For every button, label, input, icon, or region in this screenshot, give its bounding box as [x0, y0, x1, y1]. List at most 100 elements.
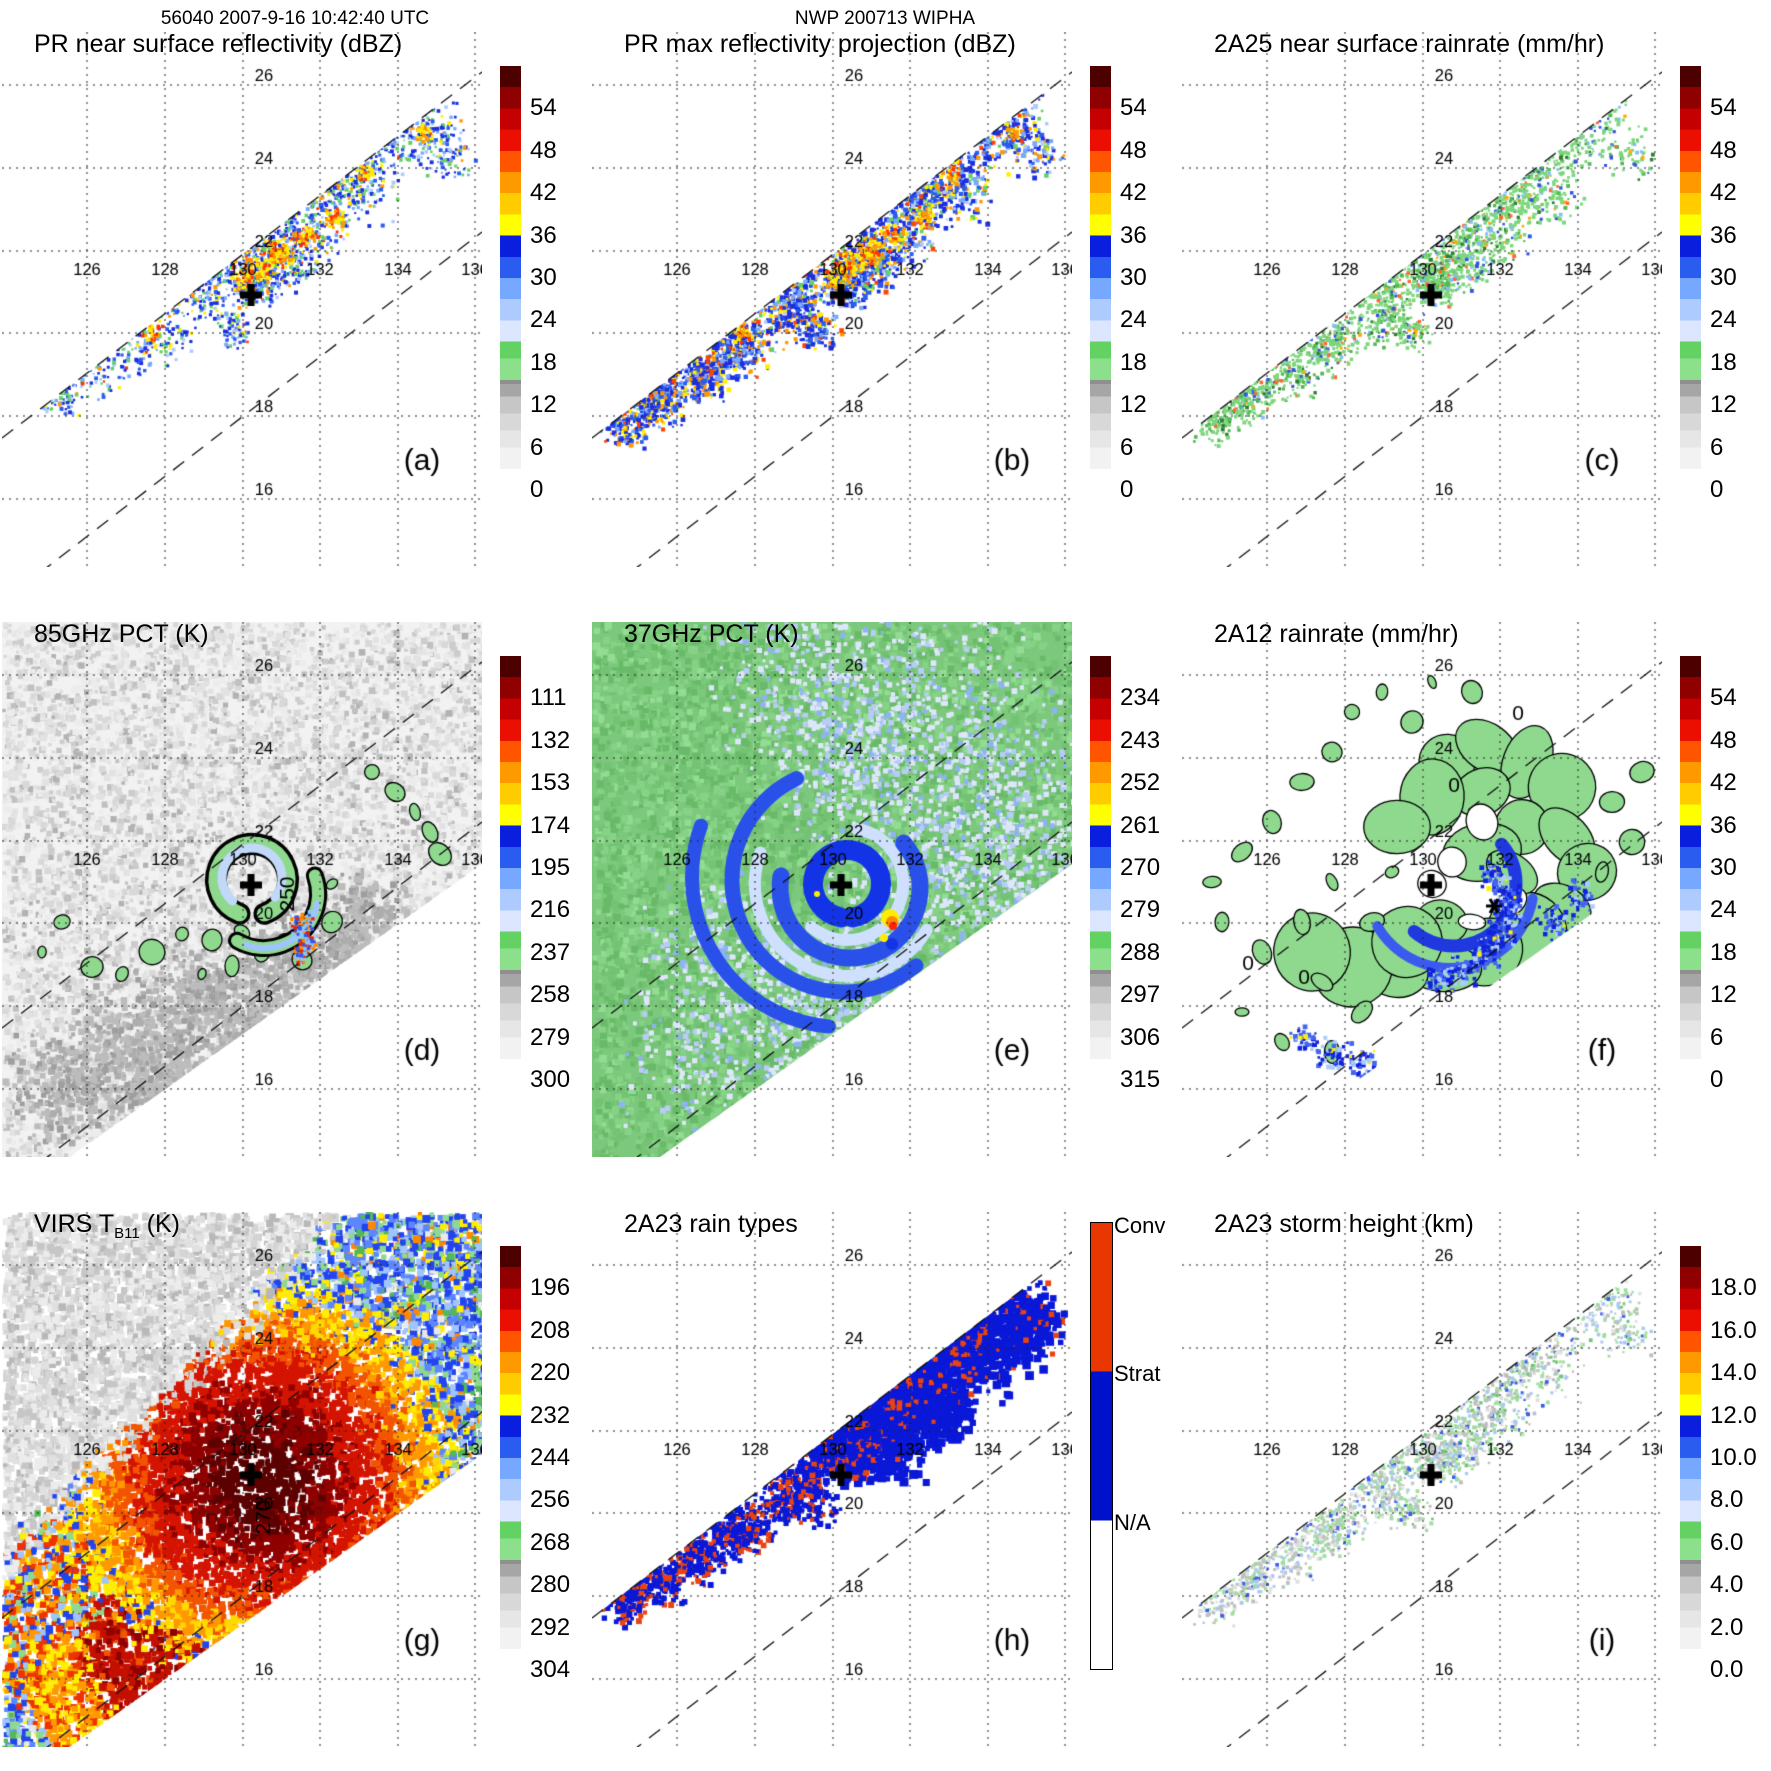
colorbar-tick-f-4: 24	[1710, 896, 1737, 924]
colorbar-tick-f-8: 48	[1710, 726, 1737, 754]
colorbar-tick-i-9: 18.0	[1710, 1274, 1757, 1302]
colorbar-e	[1090, 656, 1111, 1080]
colorbar-tick-d-2: 258	[530, 981, 571, 1009]
colorbar-d	[500, 656, 521, 1080]
colorbar-tick-a-7: 42	[530, 179, 557, 207]
colorbar-tick-e-5: 270	[1120, 854, 1161, 881]
panel-title-d: 85GHz PCT (K)	[34, 620, 209, 648]
panel-h: 2A23 rain types N/A Strat Conv	[590, 1180, 1180, 1770]
panel-c: 2A25 near surface rainrate (mm/hr) 0 6 12 18…	[1180, 0, 1770, 590]
map-canvas-e	[592, 622, 1072, 1157]
colorbar-tick-i-6: 12.0	[1710, 1401, 1757, 1429]
map-canvas-c	[1182, 32, 1662, 567]
colorbar-tick-d-5: 195	[530, 854, 571, 881]
colorbar-tick-e-0: 315	[1120, 1066, 1161, 1093]
map-canvas-b	[592, 32, 1072, 567]
panel-g: VIRS TB11 (K) 304 292 280 268 256 244 232 220 208…	[0, 1180, 590, 1770]
colorbar-tick-d-1: 279	[530, 1023, 571, 1051]
map-canvas-f	[1182, 622, 1662, 1157]
colorbar-tick-i-5: 10.0	[1710, 1444, 1757, 1471]
colorbar-tick-i-1: 2.0	[1710, 1613, 1744, 1641]
colorbar-tick-b-4: 24	[1120, 306, 1147, 334]
colorbar-tick-b-0: 0	[1120, 476, 1134, 503]
colorbar-i	[1680, 1246, 1701, 1670]
colorbar-tick-f-1: 6	[1710, 1023, 1724, 1051]
colorbar-tick-d-7: 153	[530, 769, 571, 797]
colorbar-tick-e-4: 279	[1120, 896, 1161, 924]
map-canvas-h	[592, 1212, 1072, 1747]
colorbar-b	[1090, 66, 1111, 490]
colorbar-tick-a-5: 30	[530, 264, 557, 291]
colorbar-tick-b-1: 6	[1120, 433, 1134, 461]
map-canvas-d	[2, 622, 482, 1157]
panel-title-g: VIRS TB11 (K)	[34, 1210, 180, 1242]
colorbar-tick-g-6: 232	[530, 1401, 571, 1429]
colorbar-label-h-Strat: Strat	[1114, 1361, 1161, 1386]
panel-title-e: 37GHz PCT (K)	[624, 620, 799, 648]
colorbar-tick-c-3: 18	[1710, 348, 1737, 376]
panel-b: PR max reflectivity projection (dBZ) 0 6 12…	[590, 0, 1180, 590]
colorbar-tick-b-7: 42	[1120, 179, 1147, 207]
colorbar-h	[1090, 1222, 1113, 1670]
colorbar-tick-d-0: 300	[530, 1066, 571, 1093]
colorbar-tick-g-9: 196	[530, 1274, 571, 1302]
colorbar-tick-i-7: 14.0	[1710, 1359, 1757, 1387]
colorbar-tick-g-0: 304	[530, 1656, 571, 1683]
colorbar-tick-c-6: 36	[1710, 221, 1737, 249]
colorbar-tick-g-1: 292	[530, 1613, 571, 1641]
colorbar-tick-g-4: 256	[530, 1486, 571, 1514]
colorbar-tick-i-4: 8.0	[1710, 1486, 1744, 1514]
colorbar-tick-d-8: 132	[530, 726, 571, 754]
colorbar-tick-d-4: 216	[530, 896, 571, 924]
panel-e: 37GHz PCT (K) 315 306 297 288 279 270 261 252 243…	[590, 590, 1180, 1180]
colorbar-tick-f-5: 30	[1710, 854, 1737, 881]
colorbar-tick-i-0: 0.0	[1710, 1656, 1744, 1683]
colorbar-tick-a-1: 6	[530, 433, 544, 461]
panel-title-f: 2A12 rainrate (mm/hr)	[1214, 620, 1459, 648]
colorbar-tick-g-5: 244	[530, 1444, 571, 1471]
colorbar-tick-a-8: 48	[530, 136, 557, 164]
colorbar-tick-e-3: 288	[1120, 938, 1161, 966]
colorbar-c	[1680, 66, 1701, 490]
colorbar-tick-f-7: 42	[1710, 769, 1737, 797]
colorbar-tick-c-1: 6	[1710, 433, 1724, 461]
map-canvas-g	[2, 1212, 482, 1747]
header-center: NWP 200713 WIPHA	[794, 8, 976, 29]
colorbar-tick-i-8: 16.0	[1710, 1316, 1757, 1344]
colorbar-g	[500, 1246, 521, 1670]
panel-i: 2A23 storm height (km) 0.0 2.0 4.0 6.0 8.0 10.…	[1180, 1180, 1770, 1770]
colorbar-tick-f-3: 18	[1710, 938, 1737, 966]
colorbar-label-h-NA: N/A	[1114, 1510, 1151, 1535]
colorbar-tick-b-2: 12	[1120, 391, 1147, 419]
colorbar-tick-c-2: 12	[1710, 391, 1737, 419]
panel-d: 85GHz PCT (K) 300 279 258 237 216 195 174 153 132…	[0, 590, 590, 1180]
panel-title-c: 2A25 near surface rainrate (mm/hr)	[1214, 30, 1605, 58]
colorbar-tick-c-7: 42	[1710, 179, 1737, 207]
colorbar-tick-g-7: 220	[530, 1359, 571, 1387]
colorbar-tick-e-1: 306	[1120, 1023, 1161, 1051]
colorbar-tick-e-8: 243	[1120, 726, 1161, 754]
colorbar-tick-d-9: 111	[530, 684, 567, 712]
colorbar-tick-e-9: 234	[1120, 684, 1161, 712]
colorbar-tick-a-4: 24	[530, 306, 557, 334]
map-canvas-i	[1182, 1212, 1662, 1747]
header-left: 56040 2007-9-16 10:42:40 UTC	[160, 8, 430, 29]
map-canvas-a	[2, 32, 482, 567]
colorbar-tick-e-6: 261	[1120, 811, 1161, 839]
panel-title-h: 2A23 rain types	[624, 1210, 798, 1238]
colorbar-tick-g-8: 208	[530, 1316, 571, 1344]
colorbar-tick-a-6: 36	[530, 221, 557, 249]
colorbar-tick-a-3: 18	[530, 348, 557, 376]
colorbar-tick-c-8: 48	[1710, 136, 1737, 164]
colorbar-tick-c-9: 54	[1710, 94, 1737, 122]
colorbar-tick-f-9: 54	[1710, 684, 1737, 712]
panel-a: PR near surface reflectivity (dBZ) 0 6 12 18…	[0, 0, 590, 590]
colorbar-tick-f-2: 12	[1710, 981, 1737, 1009]
colorbar-tick-f-6: 36	[1710, 811, 1737, 839]
colorbar-tick-b-6: 36	[1120, 221, 1147, 249]
colorbar-f	[1680, 656, 1701, 1080]
panel-f: 2A12 rainrate (mm/hr) 0 6 12 18 24 30 36 42 48 54	[1180, 590, 1770, 1180]
colorbar-tick-g-3: 268	[530, 1528, 571, 1556]
colorbar-tick-e-2: 297	[1120, 981, 1161, 1009]
